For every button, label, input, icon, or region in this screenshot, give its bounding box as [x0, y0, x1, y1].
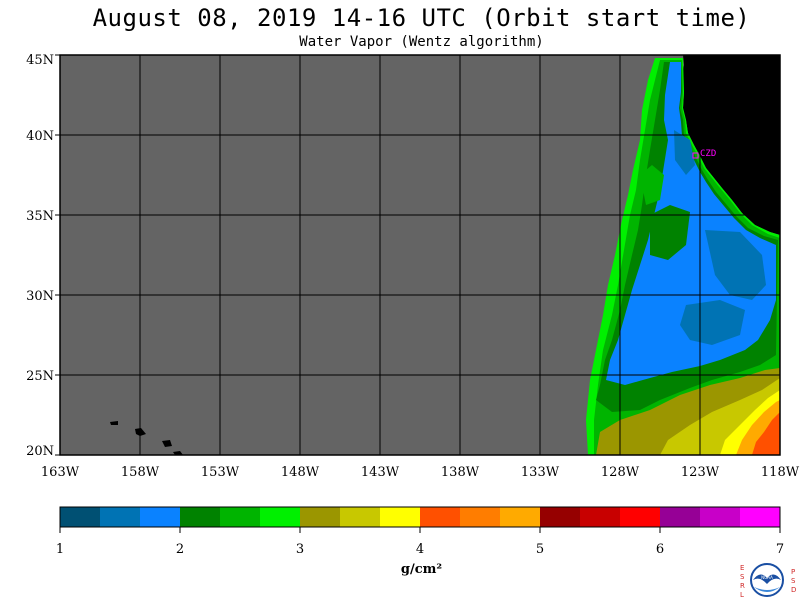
page-title: August 08, 2019 14-16 UTC (Orbit start t… — [92, 4, 751, 32]
logo-letter: R — [740, 582, 745, 590]
colorbar-tick-labels: 1 2 3 4 5 6 7 — [56, 542, 784, 557]
colorbar-swatch — [100, 507, 141, 527]
colorbar-tick-label: 1 — [56, 542, 64, 557]
lon-label: 163W — [41, 465, 80, 480]
psd-letters: P S D — [791, 568, 796, 594]
lon-label: 118W — [761, 465, 800, 480]
logo-letter: D — [791, 586, 796, 594]
lon-label: 123W — [681, 465, 720, 480]
colorbar-swatch — [380, 507, 421, 527]
colorbar-swatch — [660, 507, 701, 527]
station-marker: CZD — [692, 149, 716, 159]
colorbar-tick-label: 7 — [776, 542, 784, 557]
lat-label: 45N — [26, 53, 54, 68]
logo-letter: S — [791, 577, 796, 585]
lat-label: 20N — [26, 444, 54, 459]
lon-label: 148W — [281, 465, 320, 480]
colorbar-swatch — [740, 507, 781, 527]
island — [110, 421, 118, 425]
lon-label: 128W — [601, 465, 640, 480]
lon-label: 143W — [361, 465, 400, 480]
colorbar-swatch — [220, 507, 261, 527]
noaa-bird-icon — [753, 574, 781, 584]
lat-label: 25N — [26, 369, 54, 384]
colorbar-swatch — [460, 507, 501, 527]
tick-marks — [55, 54, 60, 456]
lon-label: 138W — [441, 465, 480, 480]
lat-label: 30N — [26, 289, 54, 304]
colorbar-swatch — [180, 507, 221, 527]
graticule — [60, 55, 780, 455]
lat-label: 40N — [26, 129, 54, 144]
island — [173, 451, 183, 455]
colorbar — [59, 506, 781, 533]
station-label: CZD — [700, 149, 716, 159]
colorbar-swatch — [140, 507, 181, 527]
water-vapor-field — [586, 58, 780, 455]
wv-patch-green-1 — [650, 205, 690, 260]
wv-band-dark-blue-3 — [674, 130, 695, 175]
colorbar-swatch — [420, 507, 461, 527]
lon-label: 153W — [201, 465, 240, 480]
colorbar-tick-label: 3 — [296, 542, 304, 557]
colorbar-swatch — [580, 507, 621, 527]
wv-band-dark-blue-2 — [680, 300, 745, 345]
hawaiian-islands — [110, 421, 183, 455]
lon-label: 158W — [121, 465, 160, 480]
wv-band-blue — [606, 62, 776, 385]
island — [162, 440, 172, 447]
noaa-logo: E S R L P S D NOAA — [740, 563, 796, 599]
logo-center-text: NOAA — [761, 575, 773, 580]
land-mass — [681, 55, 780, 235]
colorbar-tick-label: 2 — [176, 542, 184, 557]
lon-label: 133W — [521, 465, 560, 480]
longitude-labels: 163W 158W 153W 148W 143W 138W 133W 128W … — [41, 465, 800, 480]
colorbar-swatch — [60, 507, 101, 527]
map-panel: CZD — [55, 54, 781, 456]
colorbar-tick-label: 6 — [656, 542, 664, 557]
wv-patch-green-2 — [640, 165, 664, 205]
colorbar-tick-label: 4 — [416, 542, 424, 557]
colorbar-swatch — [540, 507, 581, 527]
station-square-icon — [692, 152, 699, 159]
lat-label: 35N — [26, 209, 54, 224]
colorbar-swatch — [260, 507, 301, 527]
wv-band-orange-red — [752, 412, 780, 455]
wv-band-dark-blue-1 — [705, 230, 766, 300]
colorbar-swatch — [340, 507, 381, 527]
logo-letter: P — [791, 568, 795, 576]
colorbar-swatch — [500, 507, 541, 527]
page-subtitle: Water Vapor (Wentz algorithm) — [299, 34, 544, 50]
colorbar-swatch — [620, 507, 661, 527]
colorbar-swatch — [700, 507, 741, 527]
colorbar-tick-label: 5 — [536, 542, 544, 557]
noaa-wave-icon — [754, 587, 780, 592]
colorbar-swatch — [300, 507, 341, 527]
esrl-letters: E S R L — [740, 564, 745, 599]
logo-letter: S — [740, 573, 745, 581]
logo-letter: L — [740, 591, 744, 599]
logo-letter: E — [740, 564, 744, 572]
colorbar-units: g/cm² — [400, 562, 443, 577]
latitude-labels: 45N 40N 35N 30N 25N 20N — [26, 53, 54, 459]
map-border — [59, 54, 781, 456]
